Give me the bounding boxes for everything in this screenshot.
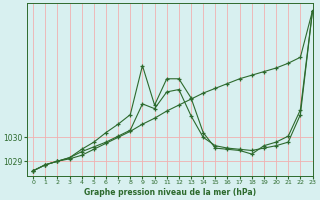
X-axis label: Graphe pression niveau de la mer (hPa): Graphe pression niveau de la mer (hPa) xyxy=(84,188,256,197)
